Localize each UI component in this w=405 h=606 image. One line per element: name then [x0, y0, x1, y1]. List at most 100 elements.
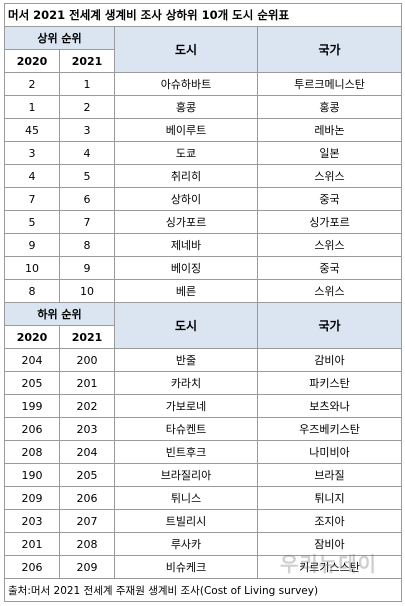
table-row: 45 3 베이루트 레바논 — [4, 118, 402, 142]
rank-2020-cell: 7 — [4, 187, 60, 211]
country-header: 국가 — [257, 302, 402, 349]
country-cell: 우즈베키스탄 — [257, 417, 402, 441]
rank-2021-cell: 10 — [59, 279, 115, 303]
table-row: 209 206 튀니스 튀니지 — [4, 486, 402, 510]
bottom_section-year-row: 2020 2021 — [4, 325, 402, 349]
country-cell: 감비아 — [257, 348, 402, 372]
rank-2020-cell: 1 — [4, 95, 60, 119]
country-cell: 파키스탄 — [257, 371, 402, 395]
table-row: 5 7 싱가포르 싱가포르 — [4, 210, 402, 234]
rank-2021-cell: 200 — [59, 348, 115, 372]
rank-header: 하위 순위 — [4, 302, 115, 326]
table-row: 4 5 취리히 스위스 — [4, 164, 402, 188]
table-row: 203 207 트빌리시 조지아 — [4, 509, 402, 533]
country-cell: 홍콩 — [257, 95, 402, 119]
rank-2020-cell: 204 — [4, 348, 60, 372]
rank-2021-cell: 6 — [59, 187, 115, 211]
table-row: 2 1 아슈하바트 투르크메니스탄 — [4, 72, 402, 96]
country-cell: 키르기스스탄 — [257, 555, 402, 579]
rank-2020-cell: 190 — [4, 463, 60, 487]
country-cell: 싱가포르 — [257, 210, 402, 234]
top_section-header-row: 상위 순위 도시 국가 — [4, 26, 402, 73]
city-cell: 상하이 — [114, 187, 258, 211]
city-cell: 제네바 — [114, 233, 258, 257]
table-title: 머서 2021 전세계 생계비 조사 상하위 10개 도시 순위표 — [4, 3, 402, 27]
rank-2021-cell: 205 — [59, 463, 115, 487]
rank-2021-cell: 8 — [59, 233, 115, 257]
rank-2021-cell: 1 — [59, 72, 115, 96]
rank-2020-cell: 2 — [4, 72, 60, 96]
country-cell: 중국 — [257, 256, 402, 280]
year-2021-header: 2021 — [59, 325, 115, 349]
rank-2020-cell: 209 — [4, 486, 60, 510]
rank-header: 상위 순위 — [4, 26, 115, 50]
country-cell: 스위스 — [257, 164, 402, 188]
country-cell: 중국 — [257, 187, 402, 211]
rank-2021-cell: 207 — [59, 509, 115, 533]
city-cell: 트빌리시 — [114, 509, 258, 533]
rank-2021-cell: 209 — [59, 555, 115, 579]
rank-2021-cell: 5 — [59, 164, 115, 188]
country-cell: 브라질 — [257, 463, 402, 487]
city-cell: 도쿄 — [114, 141, 258, 165]
city-cell: 취리히 — [114, 164, 258, 188]
rank-2020-cell: 205 — [4, 371, 60, 395]
bottom_section-header-row: 하위 순위 도시 국가 — [4, 302, 402, 349]
city-cell: 아슈하바트 — [114, 72, 258, 96]
country-cell: 스위스 — [257, 279, 402, 303]
table-row: 206 203 타슈켄트 우즈베키스탄 — [4, 417, 402, 441]
city-cell: 가보로네 — [114, 394, 258, 418]
country-cell: 일본 — [257, 141, 402, 165]
rank-2020-cell: 5 — [4, 210, 60, 234]
rank-2021-cell: 3 — [59, 118, 115, 142]
city-cell: 타슈켄트 — [114, 417, 258, 441]
table-row: 205 201 카라치 파키스탄 — [4, 371, 402, 395]
rank-2020-cell: 199 — [4, 394, 60, 418]
table-row: 199 202 가보로네 보츠와나 — [4, 394, 402, 418]
city-cell: 빈트후크 — [114, 440, 258, 464]
year-2020-header: 2020 — [4, 49, 60, 73]
country-cell: 나미비아 — [257, 440, 402, 464]
rank-2021-cell: 2 — [59, 95, 115, 119]
rank-2020-cell: 4 — [4, 164, 60, 188]
country-cell: 스위스 — [257, 233, 402, 257]
country-cell: 보츠와나 — [257, 394, 402, 418]
rank-2020-cell: 45 — [4, 118, 60, 142]
year-2021-header: 2021 — [59, 49, 115, 73]
ranking-table: 머서 2021 전세계 생계비 조사 상하위 10개 도시 순위표 상위 순위 도… — [4, 3, 402, 602]
table-row: 7 6 상하이 중국 — [4, 187, 402, 211]
rank-2020-cell: 201 — [4, 532, 60, 556]
country-cell: 조지아 — [257, 509, 402, 533]
city-header: 도시 — [114, 302, 258, 349]
rank-2020-cell: 8 — [4, 279, 60, 303]
city-cell: 비슈케크 — [114, 555, 258, 579]
rank-2021-cell: 4 — [59, 141, 115, 165]
rank-2021-cell: 203 — [59, 417, 115, 441]
table-row: 204 200 반줄 감비아 — [4, 348, 402, 372]
city-cell: 반줄 — [114, 348, 258, 372]
top_section-year-row: 2020 2021 — [4, 49, 402, 73]
source-row: 출처:머서 2021 전세계 주재원 생계비 조사(Cost of Living… — [4, 578, 402, 602]
table-row: 10 9 베이징 중국 — [4, 256, 402, 280]
rank-2021-cell: 201 — [59, 371, 115, 395]
rank-2020-cell: 206 — [4, 555, 60, 579]
country-header: 국가 — [257, 26, 402, 73]
rank-2021-cell: 9 — [59, 256, 115, 280]
rank-2021-cell: 202 — [59, 394, 115, 418]
city-header: 도시 — [114, 26, 258, 73]
city-cell: 베른 — [114, 279, 258, 303]
city-cell: 브라질리아 — [114, 463, 258, 487]
rank-2021-cell: 204 — [59, 440, 115, 464]
rank-2020-cell: 3 — [4, 141, 60, 165]
city-cell: 루사카 — [114, 532, 258, 556]
country-cell: 잠비아 — [257, 532, 402, 556]
country-cell: 튀니지 — [257, 486, 402, 510]
country-cell: 투르크메니스탄 — [257, 72, 402, 96]
country-cell: 레바논 — [257, 118, 402, 142]
rank-2021-cell: 7 — [59, 210, 115, 234]
rank-2020-cell: 10 — [4, 256, 60, 280]
table-row: 201 208 루사카 잠비아 — [4, 532, 402, 556]
table-row: 206 209 비슈케크 키르기스스탄 — [4, 555, 402, 579]
year-2020-header: 2020 — [4, 325, 60, 349]
rank-2020-cell: 206 — [4, 417, 60, 441]
